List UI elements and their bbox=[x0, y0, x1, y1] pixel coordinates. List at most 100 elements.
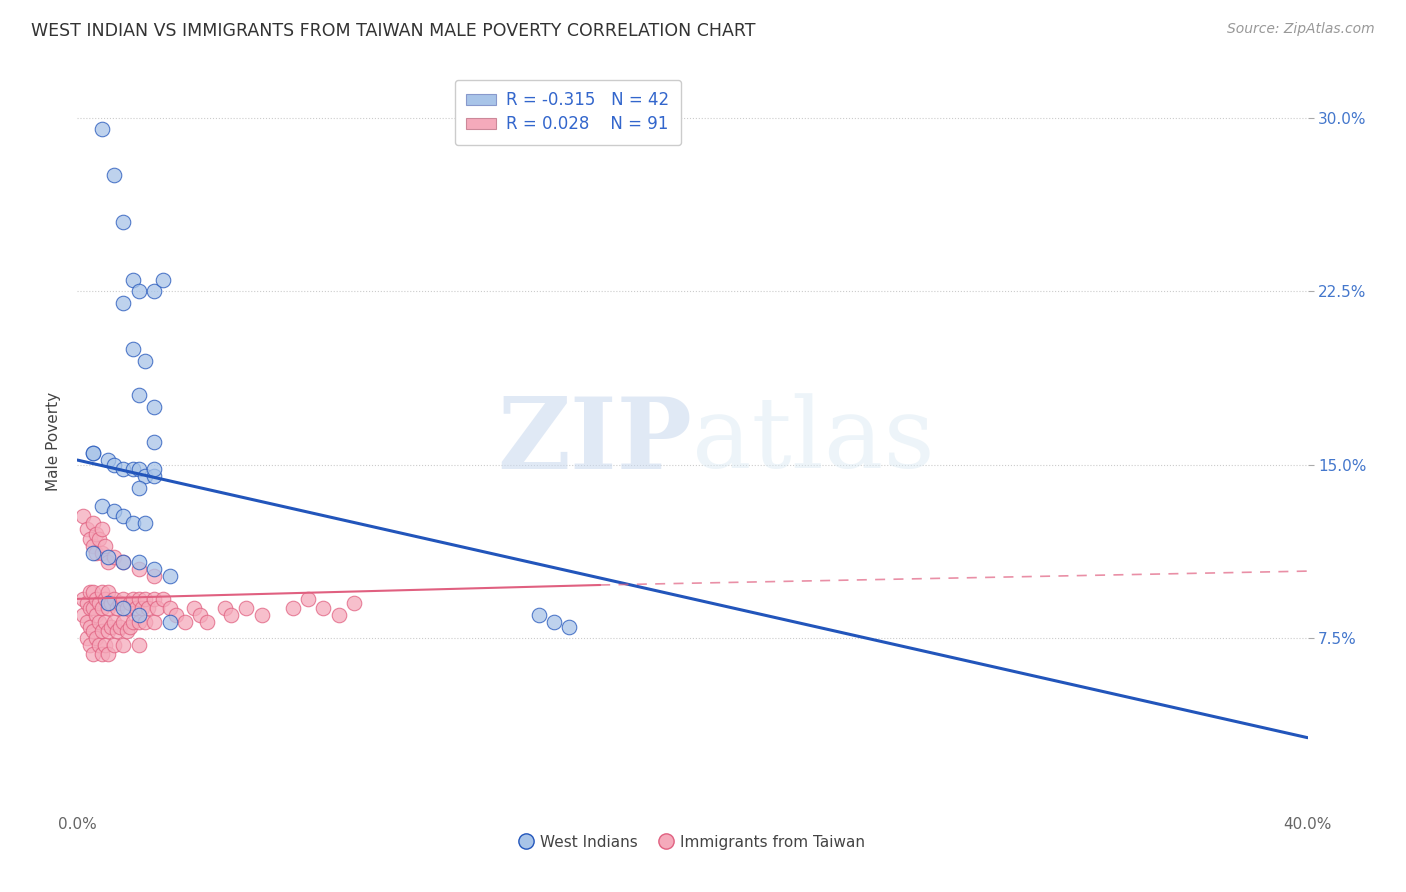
Point bbox=[128, 481, 150, 495]
Point bbox=[82, 624, 104, 639]
Point bbox=[90, 648, 114, 662]
Point bbox=[146, 601, 169, 615]
Point bbox=[87, 532, 110, 546]
Point bbox=[72, 591, 94, 606]
Point bbox=[87, 615, 110, 629]
Y-axis label: Male Poverty: Male Poverty bbox=[46, 392, 62, 491]
Point bbox=[97, 555, 120, 569]
Point bbox=[103, 638, 125, 652]
Point bbox=[121, 615, 143, 629]
Point bbox=[128, 638, 150, 652]
Point bbox=[112, 591, 135, 606]
Point bbox=[82, 446, 104, 460]
Point bbox=[165, 608, 187, 623]
Point bbox=[543, 615, 565, 629]
Point bbox=[112, 638, 135, 652]
Point bbox=[115, 601, 138, 615]
Point bbox=[97, 601, 120, 615]
Point bbox=[195, 615, 218, 629]
Point bbox=[90, 545, 114, 560]
Text: WEST INDIAN VS IMMIGRANTS FROM TAIWAN MALE POVERTY CORRELATION CHART: WEST INDIAN VS IMMIGRANTS FROM TAIWAN MA… bbox=[31, 22, 755, 40]
Point bbox=[90, 500, 114, 514]
Point bbox=[143, 400, 166, 414]
Point bbox=[134, 615, 156, 629]
Point bbox=[143, 284, 166, 298]
Point bbox=[76, 523, 98, 537]
Point bbox=[131, 601, 153, 615]
Point bbox=[134, 469, 156, 483]
Point bbox=[174, 615, 197, 629]
Point bbox=[79, 638, 101, 652]
Point bbox=[112, 601, 135, 615]
Point bbox=[112, 508, 135, 523]
Point bbox=[159, 601, 181, 615]
Point bbox=[103, 550, 125, 565]
Point bbox=[143, 469, 166, 483]
Point bbox=[103, 591, 125, 606]
Point bbox=[79, 619, 101, 633]
Point bbox=[343, 597, 366, 611]
Point bbox=[112, 615, 135, 629]
Point bbox=[125, 601, 148, 615]
Point bbox=[143, 568, 166, 582]
Point bbox=[103, 504, 125, 518]
Point bbox=[134, 353, 156, 368]
Point bbox=[84, 591, 107, 606]
Point bbox=[118, 619, 141, 633]
Point bbox=[97, 585, 120, 599]
Point bbox=[188, 608, 212, 623]
Point bbox=[103, 458, 125, 472]
Point bbox=[312, 601, 335, 615]
Point bbox=[235, 601, 257, 615]
Point bbox=[84, 545, 107, 560]
Point bbox=[152, 272, 174, 286]
Point bbox=[136, 601, 159, 615]
Point bbox=[82, 545, 104, 560]
Point bbox=[94, 615, 117, 629]
Point bbox=[219, 608, 242, 623]
Point bbox=[121, 272, 143, 286]
Point bbox=[82, 516, 104, 530]
Point bbox=[128, 388, 150, 402]
Point bbox=[100, 597, 122, 611]
Point bbox=[128, 608, 150, 623]
Point bbox=[214, 601, 236, 615]
Point bbox=[94, 638, 117, 652]
Point bbox=[97, 453, 120, 467]
Point bbox=[84, 608, 107, 623]
Point bbox=[90, 601, 114, 615]
Point bbox=[82, 648, 104, 662]
Point bbox=[76, 615, 98, 629]
Point bbox=[112, 555, 135, 569]
Point bbox=[76, 597, 98, 611]
Point bbox=[128, 615, 150, 629]
Point bbox=[90, 585, 114, 599]
Point bbox=[121, 342, 143, 356]
Point bbox=[159, 568, 181, 582]
Point bbox=[152, 591, 174, 606]
Point bbox=[97, 648, 120, 662]
Point bbox=[72, 508, 94, 523]
Point bbox=[112, 555, 135, 569]
Point bbox=[112, 215, 135, 229]
Point bbox=[143, 434, 166, 449]
Point bbox=[250, 608, 273, 623]
Point bbox=[128, 555, 150, 569]
Point bbox=[82, 585, 104, 599]
Point bbox=[121, 591, 143, 606]
Point bbox=[90, 624, 114, 639]
Point bbox=[128, 591, 150, 606]
Point bbox=[79, 601, 101, 615]
Point bbox=[297, 591, 319, 606]
Point bbox=[134, 516, 156, 530]
Point bbox=[105, 624, 128, 639]
Text: ZIP: ZIP bbox=[498, 393, 693, 490]
Point bbox=[103, 615, 125, 629]
Point bbox=[121, 462, 143, 476]
Point bbox=[100, 619, 122, 633]
Point bbox=[143, 562, 166, 576]
Point bbox=[90, 122, 114, 136]
Point bbox=[87, 597, 110, 611]
Point bbox=[143, 615, 166, 629]
Point bbox=[134, 591, 156, 606]
